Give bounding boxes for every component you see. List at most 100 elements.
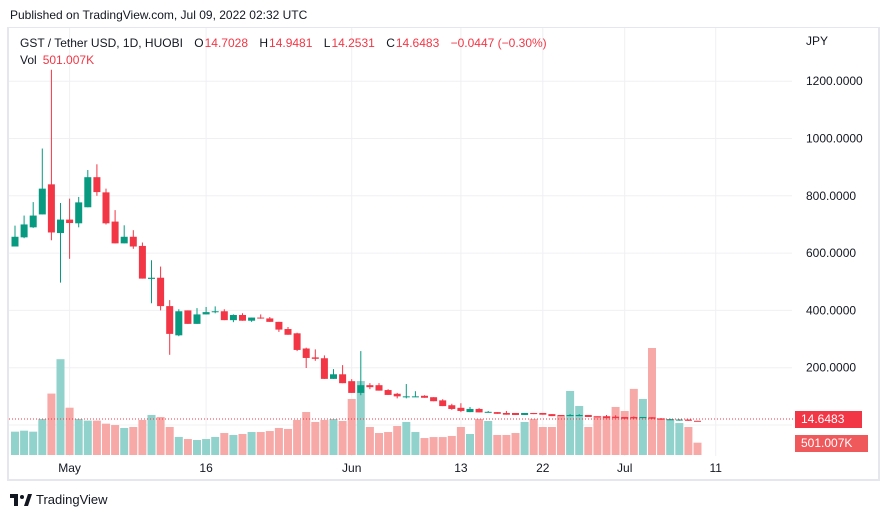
volume-bar <box>111 425 120 455</box>
volume-bar <box>575 405 584 455</box>
high-value: 14.9481 <box>269 36 313 50</box>
volume-bar <box>320 419 329 455</box>
candle-body <box>448 405 456 409</box>
candle-body <box>375 385 383 391</box>
volume-bar <box>65 407 74 455</box>
symbol-title: GST / Tether USD, 1D, HUOBI <box>20 36 183 50</box>
candle-body <box>75 202 83 224</box>
candle-body <box>421 395 428 398</box>
volume-bar <box>174 436 183 455</box>
candle-body <box>493 412 501 414</box>
candle-body <box>512 412 519 415</box>
volume-bar <box>302 412 311 455</box>
candle-body <box>229 314 237 321</box>
volume-bar <box>202 439 211 455</box>
high-label: H <box>259 36 269 50</box>
close-label: C <box>386 36 395 50</box>
last-volume-tag: 501.007K <box>795 435 868 452</box>
volume-bar <box>566 390 575 455</box>
candle-body <box>621 416 629 419</box>
volume-bar <box>384 432 393 455</box>
candle-body <box>20 224 28 238</box>
x-tick-label: 22 <box>536 461 550 475</box>
candle-body <box>193 314 201 324</box>
volume-label: Vol <box>20 53 37 67</box>
candle-body <box>357 385 365 393</box>
y-tick-label: 400.0000 <box>806 303 856 317</box>
open-value: 14.7028 <box>204 36 249 50</box>
x-tick-label: Jun <box>342 461 361 475</box>
volume-bar <box>393 426 402 455</box>
volume-bar <box>147 414 156 455</box>
volume-bar <box>247 432 256 455</box>
candle-body <box>211 311 219 313</box>
volume-bar <box>293 419 302 455</box>
volume-bar <box>611 406 620 455</box>
volume-bar <box>356 381 365 455</box>
x-tick-label: Jul <box>617 461 632 475</box>
candle-body <box>457 407 465 411</box>
volume-bar <box>347 398 356 455</box>
candle-body <box>639 416 647 419</box>
candle-body <box>293 333 301 350</box>
candle-body <box>257 317 265 319</box>
candle-body <box>684 419 692 421</box>
y-tick-label: 1200.0000 <box>806 74 863 88</box>
tradingview-logo[interactable]: TradingView <box>10 492 108 507</box>
candle-body <box>148 277 155 279</box>
candle-body <box>339 374 347 384</box>
candle-body <box>84 177 92 208</box>
volume-bar <box>429 437 438 455</box>
candle-body <box>630 416 638 419</box>
chart-frame <box>7 27 880 481</box>
low-value: 14.2531 <box>331 36 375 50</box>
volume-bar <box>83 420 92 455</box>
volume-value: 501.007K <box>42 53 95 67</box>
volume-bar <box>256 432 265 455</box>
volume-bar <box>156 417 165 455</box>
candle-body <box>248 317 256 321</box>
y-tick-label: 200.0000 <box>806 361 856 375</box>
volume-bar <box>684 426 693 455</box>
volume-bar <box>165 426 174 455</box>
volume-bar <box>629 388 638 455</box>
candle-body <box>284 329 292 335</box>
volume-bar <box>402 421 411 455</box>
candle-body <box>175 311 183 336</box>
ohlc-legend: GST / Tether USD, 1D, HUOBI O14.7028 H14… <box>20 36 547 50</box>
volume-bar <box>447 435 456 455</box>
candle-body <box>584 414 592 417</box>
candle-body <box>502 412 510 415</box>
candle-body <box>29 215 37 228</box>
close-value: 14.6483 <box>395 36 440 50</box>
candle-body <box>57 219 64 234</box>
candle-body <box>102 192 110 224</box>
candle-body <box>393 393 401 397</box>
candle-body <box>120 236 128 244</box>
volume-bar <box>502 434 511 455</box>
candle-body <box>93 177 101 193</box>
published-caption: Published on TradingView.com, Jul 09, 20… <box>10 8 308 22</box>
candle-body <box>521 412 529 415</box>
candle-body <box>566 414 574 417</box>
candle-body <box>484 411 492 413</box>
volume-bar <box>274 427 283 455</box>
x-tick-label: May <box>58 461 81 475</box>
candle-body <box>330 374 337 379</box>
candle-body <box>220 311 228 321</box>
candle-body <box>593 416 601 418</box>
x-tick-label: 11 <box>709 461 722 475</box>
open-label: O <box>194 36 204 50</box>
last-price-tag: 14.6483 <box>795 411 862 428</box>
change-value: −0.0447 (−0.30%) <box>450 36 547 50</box>
candle-body <box>202 312 210 315</box>
volume-bar <box>593 415 602 455</box>
volume-bar <box>438 437 447 455</box>
volume-bar <box>547 426 556 455</box>
candle-body <box>384 390 392 395</box>
volume-bar <box>193 440 201 455</box>
volume-bar <box>265 431 274 455</box>
volume-bar <box>529 419 538 455</box>
